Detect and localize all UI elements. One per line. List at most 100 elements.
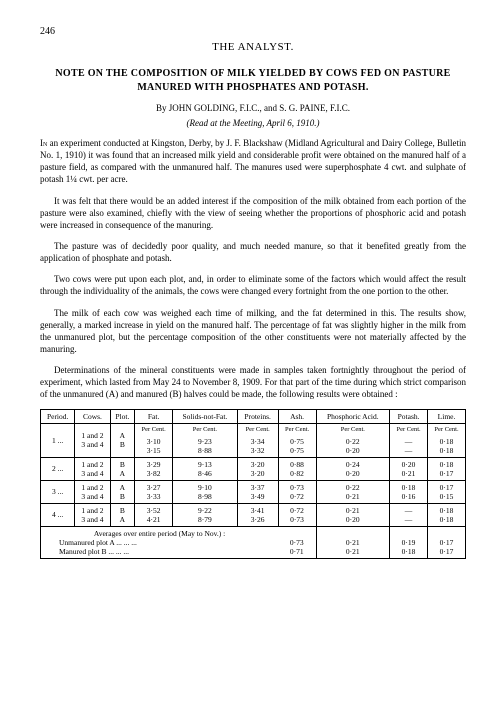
paragraph-4: Two cows were put upon each plot, and, i…	[40, 273, 466, 297]
cell-text: 0·18	[430, 515, 463, 524]
cell: 3·273·33	[135, 480, 173, 503]
cell-text: 4·21	[137, 515, 170, 524]
cell-plot: A B	[110, 423, 135, 457]
unit-pa: Per Cent.	[316, 423, 390, 435]
cell: 0·180·18	[428, 503, 466, 526]
cell: 3·34 3·32	[237, 435, 278, 458]
cell: 0·170·15	[428, 480, 466, 503]
cell-text: 0·15	[430, 492, 463, 501]
authors-prefix: By	[156, 103, 169, 113]
cell-text: 0·72	[281, 492, 314, 501]
cell: 0·220·21	[316, 480, 390, 503]
cell-text: 0·17	[430, 483, 463, 492]
cell-text: 0·22	[319, 437, 388, 446]
cell-cows: 1 and 2 3 and 4	[75, 457, 110, 480]
avg-header-cell: Averages over entire period (May to Nov.…	[41, 526, 279, 558]
journal-title: THE ANALYST.	[40, 41, 466, 53]
unit-prot: Per Cent.	[237, 423, 278, 435]
cell-text: 3·41	[240, 506, 276, 515]
cell-text: 3·29	[137, 460, 170, 469]
cell-text: 0·21	[319, 506, 388, 515]
cell: 0·880·82	[278, 457, 316, 480]
cell: 3·413·26	[237, 503, 278, 526]
cell-text: B	[113, 506, 133, 515]
paragraph-2: It was felt that there would be an added…	[40, 195, 466, 231]
cell: 0·22 0·20	[316, 435, 390, 458]
cell-text: 3·10	[137, 437, 170, 446]
cell-text: 0·21	[319, 492, 388, 501]
cell-text: 0·19	[392, 538, 425, 547]
cell-text: 0·24	[319, 460, 388, 469]
col-cows: Cows.	[75, 409, 110, 423]
cell-text: 0·71	[280, 547, 313, 556]
cell-text: 9·13	[175, 460, 235, 469]
cell-text: 3·20	[240, 469, 276, 478]
cell-text: 3 and 4	[77, 469, 107, 478]
cell-text: 9·10	[175, 483, 235, 492]
cell: 0·19 0·18	[390, 526, 428, 558]
cell-text: 0·16	[392, 492, 425, 501]
cell-text: 3·37	[240, 483, 276, 492]
table-row: 2 ... 1 and 2 3 and 4 B A 3·293·82 9·138…	[41, 457, 466, 480]
cell-text: 8·88	[175, 446, 235, 455]
cell-text: 0·17	[430, 547, 463, 556]
cell-text: B	[113, 492, 133, 501]
cell-plot: B A	[110, 503, 135, 526]
cell-text: 3·20	[240, 460, 276, 469]
cell-text: 3 and 4	[77, 440, 107, 449]
paragraph-3: The pasture was of decidedly poor qualit…	[40, 240, 466, 264]
table-row: 4 ... 1 and 2 3 and 4 B A 3·524·21 9·228…	[41, 503, 466, 526]
cell: 9·138·46	[173, 457, 238, 480]
article-title: NOTE ON THE COMPOSITION OF MILK YIELDED …	[40, 67, 466, 95]
cell: 0·210·20	[316, 503, 390, 526]
cell-text: 0·21	[319, 538, 388, 547]
cell: 0·21 0·21	[316, 526, 390, 558]
cell: 9·108·98	[173, 480, 238, 503]
cell-text: 0·17	[430, 538, 463, 547]
cell-text: 0·88	[281, 460, 314, 469]
cell-text: 0·72	[281, 506, 314, 515]
cell-period: 4 ...	[41, 503, 75, 526]
cell-text: 3·34	[240, 437, 276, 446]
cell: 3·524·21	[135, 503, 173, 526]
cell: 0·200·21	[390, 457, 428, 480]
cell: ——	[390, 503, 428, 526]
cell-plot: A B	[110, 480, 135, 503]
cell-text: —	[392, 506, 425, 515]
cell-text: B	[113, 460, 133, 469]
cell-text: 8·46	[175, 469, 235, 478]
cell-period: 1 ...	[41, 423, 75, 457]
col-period: Period.	[41, 409, 75, 423]
col-phosphoric: Phosphoric Acid.	[316, 409, 390, 423]
cell-period: 3 ...	[41, 480, 75, 503]
cell-text: 1 and 2	[77, 506, 107, 515]
cell-text: 3 and 4	[77, 492, 107, 501]
col-fat: Fat.	[135, 409, 173, 423]
cell-text: 0·18	[430, 437, 463, 446]
col-proteins: Proteins.	[237, 409, 278, 423]
cell-text: A	[113, 431, 133, 440]
cell-plot: B A	[110, 457, 135, 480]
unit-lime: Per Cent.	[428, 423, 466, 435]
cell-text: 8·79	[175, 515, 235, 524]
cell-text: 0·21	[392, 469, 425, 478]
cell-cows: 1 and 2 3 and 4	[75, 480, 110, 503]
cell-text: 3·32	[240, 446, 276, 455]
cell-text: 0·18	[392, 483, 425, 492]
cell-text: 0·73	[281, 483, 314, 492]
p1-body: an experiment conducted at Kingston, Der…	[40, 138, 466, 184]
paragraph-1: In an experiment conducted at Kingston, …	[40, 137, 466, 186]
cell: 9·228·79	[173, 503, 238, 526]
cell-text: A	[113, 483, 133, 492]
cell-text: 3·26	[240, 515, 276, 524]
avg-row-b: Manured plot B ... ... ...	[43, 547, 276, 556]
table-header-row: Period. Cows. Plot. Fat. Solids-not-Fat.…	[41, 409, 466, 423]
unit-ash: Per Cent.	[278, 423, 316, 435]
cell-text: 0·75	[281, 437, 314, 446]
cell-text: 0·20	[319, 515, 388, 524]
cell-text: 0·20	[319, 469, 388, 478]
cell-text: 3·15	[137, 446, 170, 455]
cell-text: 0·21	[319, 547, 388, 556]
page-number: 246	[40, 26, 466, 37]
avg-row-a: Unmanured plot A ... ... ...	[43, 538, 276, 547]
